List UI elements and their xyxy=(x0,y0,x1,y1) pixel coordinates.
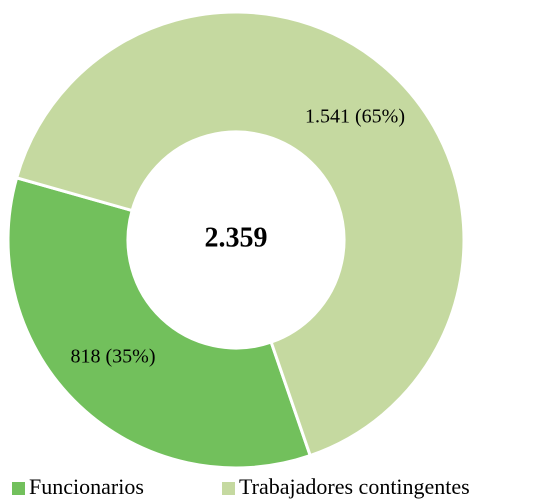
legend-label: Trabajadores contingentes xyxy=(239,474,470,499)
data-label: 1.541 (65%) xyxy=(305,106,405,128)
slice xyxy=(6,175,313,470)
data-label: 818 (35%) xyxy=(71,346,156,368)
slice xyxy=(14,10,466,458)
legend-item: Funcionarios xyxy=(12,474,144,499)
legend-item: Trabajadores contingentes xyxy=(222,474,470,499)
center-label: 2.359 xyxy=(205,222,268,253)
slices xyxy=(6,10,466,470)
legend-swatch xyxy=(222,482,235,495)
legend-swatch xyxy=(12,482,25,495)
legend-label: Funcionarios xyxy=(29,474,144,499)
